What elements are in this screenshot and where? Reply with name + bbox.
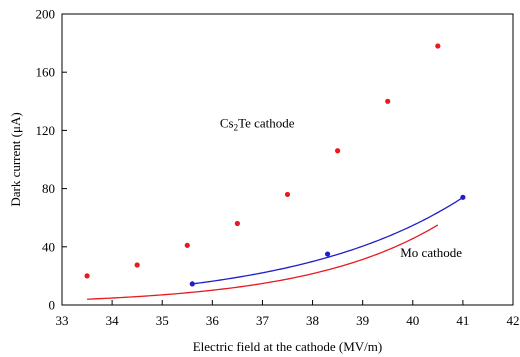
x-tick-label: 36 [206, 313, 220, 328]
data-point-s1-1 [324, 251, 331, 257]
fit-curve-1 [192, 196, 464, 285]
x-tick-label: 33 [56, 313, 69, 328]
annotation-1: Mo cathode [400, 245, 462, 260]
x-tick-label: 40 [406, 313, 419, 328]
data-point-s0-2 [184, 242, 190, 248]
axis-ticks [61, 13, 514, 306]
data-point-s0-0 [84, 273, 90, 279]
fit-curve-0 [87, 224, 439, 300]
x-axis-label: Electric field at the cathode (MV/m) [193, 339, 383, 354]
data-point-s0-6 [385, 98, 391, 104]
x-tick-label: 42 [507, 313, 520, 328]
fit-curves [87, 196, 464, 300]
y-axis-label: Dark current (μA) [8, 112, 23, 206]
data-point-s0-7 [435, 43, 441, 49]
y-axis-label-suffix: A) [8, 112, 23, 126]
data-points [84, 43, 466, 287]
data-point-s0-4 [284, 191, 291, 198]
y-axis-label-greek: μ [8, 126, 23, 133]
x-tick-label: 34 [106, 313, 120, 328]
annotations: Cs2Te cathode Mo cathode [220, 115, 462, 259]
annotation-0: Cs2Te cathode [220, 115, 295, 132]
y-tick-label: 40 [42, 239, 55, 254]
data-point-s1-0 [189, 281, 195, 287]
y-tick-label: 0 [49, 298, 56, 313]
y-tick-label: 160 [36, 65, 56, 80]
x-tick-label: 37 [256, 313, 270, 328]
data-point-s0-3 [234, 220, 240, 227]
y-tick-label: 120 [36, 123, 56, 138]
x-tick-label: 39 [356, 313, 369, 328]
y-tick-label: 200 [36, 7, 56, 22]
data-point-s1-2 [460, 194, 466, 200]
tick-labels: 33 34 35 36 37 38 39 40 41 42 0 40 80 120 160 200 [36, 7, 520, 329]
plot-frame [61, 13, 514, 306]
y-axis-label-prefix: Dark current ( [8, 133, 23, 207]
x-tick-label: 35 [156, 313, 169, 328]
x-tick-label: 41 [456, 313, 469, 328]
data-point-s0-1 [134, 262, 140, 268]
x-tick-label: 38 [306, 313, 319, 328]
data-point-s0-5 [335, 148, 341, 154]
y-tick-label: 80 [42, 181, 55, 196]
